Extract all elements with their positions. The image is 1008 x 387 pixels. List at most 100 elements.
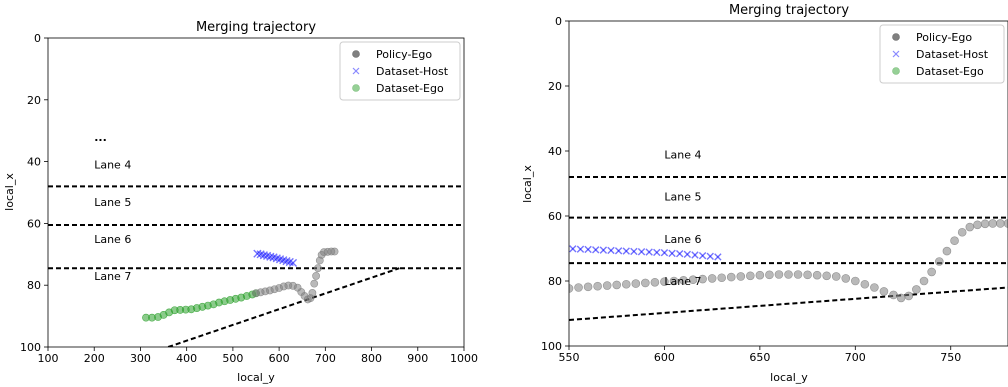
point-dataset-host [592, 246, 600, 254]
plot-marks: ... Lane 4 Lane 5 Lane 6 Lane 7 [48, 131, 464, 347]
chart-left: Merging trajectory ... Lane 4 Lane 5 Lane 6… [3, 20, 478, 384]
x-tick-label: 1000 [450, 352, 478, 365]
lane-boundary-line [569, 286, 1008, 321]
lane-label: Lane 6 [664, 233, 701, 246]
point-policy-ego [308, 289, 317, 297]
legend-marker-dataset-host [892, 50, 900, 58]
point-policy-ego [831, 272, 841, 281]
lane-boundary-line [167, 267, 400, 347]
y-axis-label: local_x [3, 173, 16, 211]
point-policy-ego [717, 273, 726, 283]
y-axis-label: local_x [521, 165, 534, 203]
legend-marker-dataset-ego [352, 84, 360, 92]
point-dataset-host [614, 247, 623, 255]
point-policy-ego [621, 279, 631, 289]
point-policy-ego [602, 281, 612, 290]
chart-title: Merging trajectory [196, 20, 316, 35]
lane-label: Lane 5 [94, 196, 131, 209]
point-policy-ego [310, 279, 319, 288]
point-policy-ego [870, 283, 879, 292]
point-policy-ego [688, 275, 698, 285]
y-tick-label: 80 [548, 275, 562, 288]
point-policy-ego [980, 219, 990, 229]
point-policy-ego [574, 283, 583, 292]
point-policy-ego [919, 276, 929, 286]
y-tick-label: 0 [555, 15, 562, 28]
point-policy-ego [765, 270, 774, 280]
legend-box [879, 24, 1005, 84]
point-policy-ego [803, 270, 812, 280]
y-tick-label: 60 [27, 217, 41, 230]
point-policy-ego [988, 219, 998, 228]
point-dataset-host [584, 245, 592, 254]
point-policy-ego [755, 270, 765, 280]
point-policy-ego [879, 287, 889, 296]
x-axis-label: local_y [770, 371, 808, 384]
point-policy-ego [650, 277, 660, 287]
point-policy-ego [927, 267, 936, 277]
point-dataset-host [637, 248, 646, 256]
point-dataset-host [622, 247, 630, 255]
point-policy-ego [736, 272, 746, 281]
x-tick-label: 400 [176, 352, 197, 365]
point-policy-ego [707, 274, 717, 283]
lane-label: Lane 7 [664, 275, 701, 288]
x-tick-label: 100 [38, 352, 59, 365]
chart-title: Merging trajectory [729, 3, 849, 18]
y-tick-label: 60 [548, 210, 562, 223]
point-policy-ego [950, 236, 959, 245]
point-policy-ego [912, 285, 921, 294]
point-policy-ego [942, 246, 952, 256]
point-dataset-host [706, 252, 714, 260]
point-policy-ego [330, 247, 339, 256]
y-tick-label: 20 [27, 94, 41, 107]
point-policy-ego [312, 272, 320, 280]
point-policy-ego [973, 220, 982, 230]
lane-label: Lane 7 [94, 270, 131, 283]
point-policy-ego [726, 272, 736, 282]
legend-label-dataset-ego: Dataset-Ego [376, 82, 444, 95]
point-dataset-host [599, 246, 608, 254]
x-tick-label: 700 [315, 352, 336, 365]
lane-label: ... [94, 131, 107, 144]
point-policy-ego [669, 276, 679, 286]
x-tick-label: 600 [269, 352, 290, 365]
legend-label-policy-ego: Policy-Ego [916, 31, 972, 44]
x-tick-label: 200 [84, 352, 105, 365]
legend-box [339, 41, 461, 101]
point-policy-ego [583, 282, 593, 292]
x-tick-label: 750 [940, 351, 961, 364]
y-tick-label: 80 [27, 279, 41, 292]
point-policy-ego [679, 276, 688, 285]
x-tick-label: 800 [361, 352, 382, 365]
legend-label-dataset-host: Dataset-Host [916, 48, 989, 61]
point-dataset-host [288, 258, 298, 268]
legend: Policy-Ego Dataset-Host Dataset-Ego [339, 41, 461, 101]
y-tick-label: 0 [34, 32, 41, 45]
point-policy-ego [569, 284, 574, 293]
x-tick-label: 300 [130, 352, 151, 365]
point-policy-ego [593, 281, 602, 291]
point-dataset-host [645, 248, 653, 256]
y-tick-label: 40 [548, 145, 562, 158]
x-tick-label: 550 [559, 351, 580, 364]
point-policy-ego [746, 271, 755, 281]
point-dataset-host [630, 247, 638, 256]
lane-label: Lane 4 [94, 159, 131, 172]
point-policy-ego [904, 291, 914, 301]
point-dataset-host [691, 251, 699, 259]
legend-label-dataset-ego: Dataset-Ego [916, 65, 984, 78]
point-policy-ego [774, 270, 784, 279]
point-policy-ego [896, 293, 906, 303]
x-tick-label: 600 [654, 351, 675, 364]
point-dataset-host [660, 249, 669, 257]
legend-marker-policy-ego [352, 50, 360, 58]
legend-marker-policy-ego [892, 33, 900, 41]
plot-frame [47, 37, 465, 348]
point-policy-ego [965, 222, 975, 232]
legend: Policy-Ego Dataset-Host Dataset-Ego [879, 24, 1005, 84]
x-tick-label: 650 [749, 351, 770, 364]
axis-ticks: 100 200 300 400 500 600 700 800 900 1000 0 20 40 60 80… [20, 32, 478, 365]
